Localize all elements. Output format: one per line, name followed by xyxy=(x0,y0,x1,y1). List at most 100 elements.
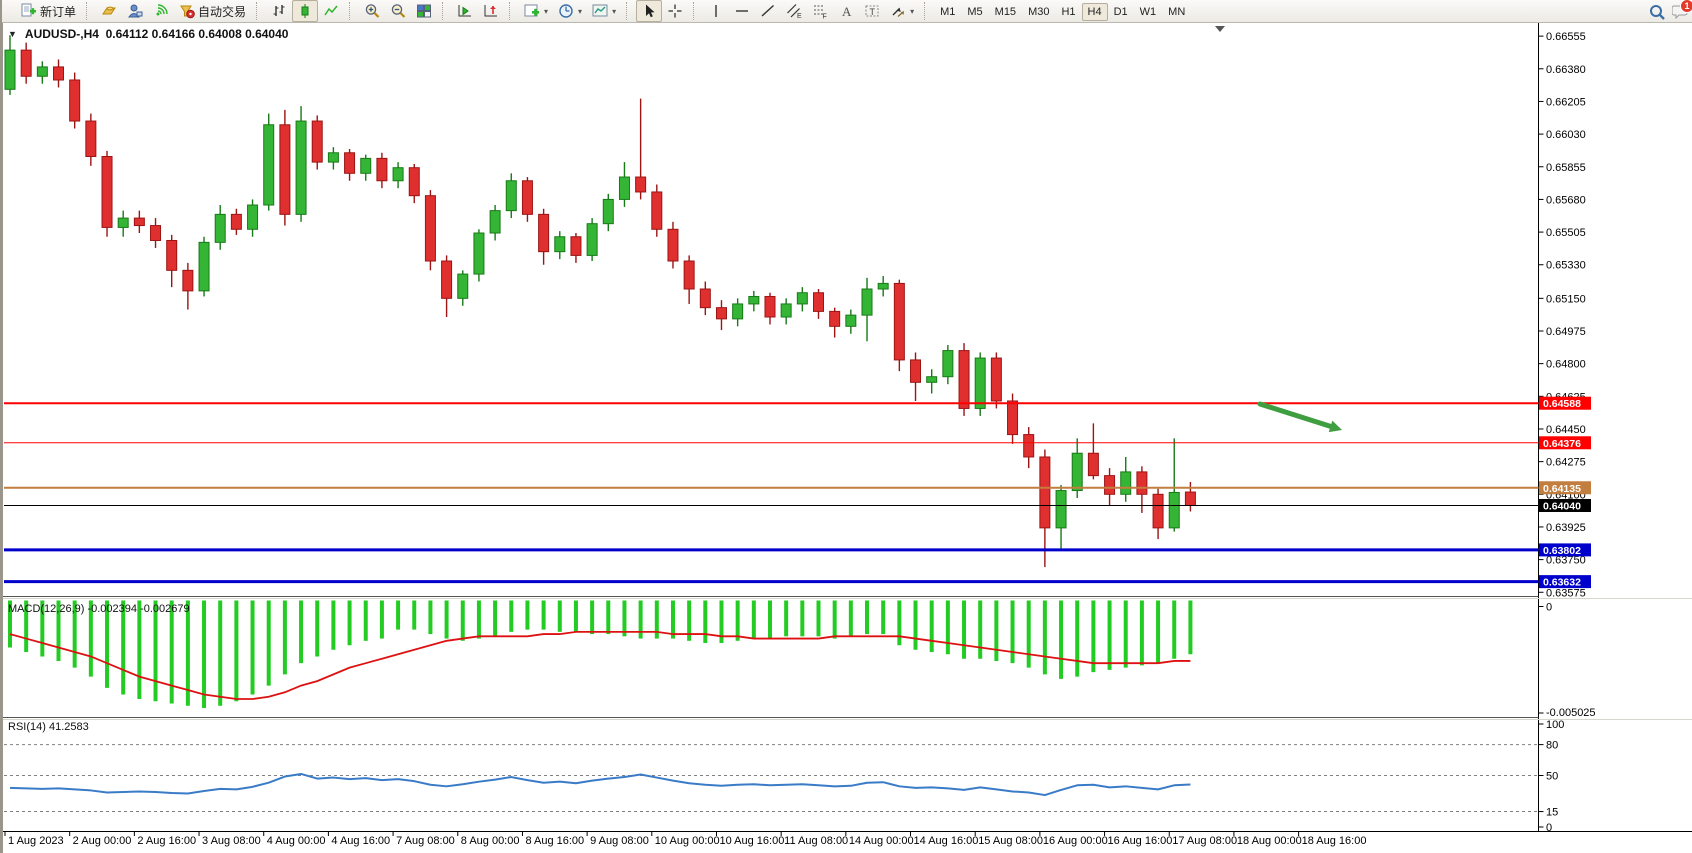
separator xyxy=(924,2,931,20)
search-icon[interactable] xyxy=(1648,3,1665,20)
equidistant-channel-button[interactable]: E xyxy=(781,0,807,22)
profile-button[interactable] xyxy=(122,0,148,22)
notification-badge: 1 xyxy=(1680,0,1692,13)
svg-text:15: 15 xyxy=(1546,807,1558,819)
auto-trading-button[interactable]: 自动交易 xyxy=(174,0,251,22)
svg-text:16 Aug 00:00: 16 Aug 00:00 xyxy=(1043,835,1108,847)
timeframe-M30[interactable]: M30 xyxy=(1028,6,1050,18)
cursor-button[interactable] xyxy=(636,0,663,22)
svg-text:18 Aug 00:00: 18 Aug 00:00 xyxy=(1237,835,1302,847)
gold-ingot-button[interactable] xyxy=(96,0,122,22)
svg-text:0.65855: 0.65855 xyxy=(1546,162,1586,174)
svg-text:50: 50 xyxy=(1546,771,1558,783)
collapse-icon[interactable]: ▼ xyxy=(8,29,17,39)
svg-text:0.66380: 0.66380 xyxy=(1546,64,1586,76)
indicators-button[interactable]: ▾ xyxy=(519,0,553,22)
zoom-in-button[interactable] xyxy=(359,0,385,22)
timeframe-MN[interactable]: MN xyxy=(1168,6,1186,18)
svg-text:T: T xyxy=(870,7,876,17)
timeframe-group: M1 M5 M15 M30 H1 H4 D1 W1 MN xyxy=(934,3,1191,21)
dropdown-caret[interactable]: ▾ xyxy=(544,6,549,16)
svg-text:0.63632: 0.63632 xyxy=(1543,577,1581,589)
trendline-button[interactable] xyxy=(755,0,781,22)
line-chart-icon xyxy=(323,3,339,19)
vertical-line-icon xyxy=(708,3,724,19)
svg-text:0.65680: 0.65680 xyxy=(1546,194,1586,206)
svg-text:0.64800: 0.64800 xyxy=(1546,359,1586,371)
bar-chart-icon xyxy=(271,3,287,19)
signal-button[interactable] xyxy=(148,0,174,22)
candlestick-chart-button[interactable] xyxy=(292,0,319,22)
svg-text:1 Aug 2023: 1 Aug 2023 xyxy=(8,835,64,847)
price-chart-canvas[interactable]: 0.66555 0.66380 0.66205 0.66030 0.65855 0.656… xyxy=(2,23,1692,853)
svg-text:2 Aug 00:00: 2 Aug 00:00 xyxy=(73,835,132,847)
svg-text:15 Aug 08:00: 15 Aug 08:00 xyxy=(978,835,1043,847)
auto-scroll-button[interactable] xyxy=(452,0,478,22)
gold-ingot-icon xyxy=(101,3,117,19)
svg-text:7 Aug 08:00: 7 Aug 08:00 xyxy=(396,835,455,847)
chart-symbol-title: AUDUSD-,H4 0.64112 0.64166 0.64008 0.640… xyxy=(24,27,289,41)
arrows-button[interactable]: ▾ xyxy=(885,0,919,22)
fibonacci-icon: F xyxy=(812,3,828,19)
bar-chart-button[interactable] xyxy=(266,0,292,22)
toolbar-right: 1 xyxy=(1648,0,1692,22)
separator xyxy=(509,2,516,20)
svg-text:0.63750: 0.63750 xyxy=(1546,555,1586,567)
timeframe-H1[interactable]: H1 xyxy=(1061,6,1076,18)
vertical-line-button[interactable] xyxy=(703,0,729,22)
crosshair-icon xyxy=(667,3,683,19)
crosshair-button[interactable] xyxy=(662,0,688,22)
svg-text:8 Aug 00:00: 8 Aug 00:00 xyxy=(461,835,520,847)
timeframe-M1[interactable]: M1 xyxy=(940,6,956,18)
svg-text:0: 0 xyxy=(1546,822,1552,834)
periods-button[interactable]: ▾ xyxy=(553,0,587,22)
svg-text:11 Aug 08:00: 11 Aug 08:00 xyxy=(784,835,848,847)
chart-window[interactable]: ▼ AUDUSD-,H4 0.64112 0.64166 0.64008 0.6… xyxy=(2,23,1692,853)
arrows-icon xyxy=(890,3,906,19)
macd-label: MACD(12,26,9) -0.002394 -0.002679 xyxy=(8,603,190,615)
svg-text:0.64135: 0.64135 xyxy=(1543,483,1581,495)
text-button[interactable]: A xyxy=(833,0,859,22)
zoom-out-button[interactable] xyxy=(385,0,411,22)
auto-trading-label: 自动交易 xyxy=(198,4,247,19)
template-icon xyxy=(592,3,608,19)
svg-text:0.66030: 0.66030 xyxy=(1546,129,1586,141)
svg-text:0: 0 xyxy=(1546,602,1552,614)
new-order-icon xyxy=(21,3,37,19)
timeframe-M15[interactable]: M15 xyxy=(994,6,1017,18)
svg-text:10 Aug 16:00: 10 Aug 16:00 xyxy=(719,835,784,847)
separator xyxy=(349,2,356,20)
timeframe-H4[interactable]: H4 xyxy=(1081,3,1108,21)
svg-text:A: A xyxy=(842,4,852,19)
svg-text:16 Aug 16:00: 16 Aug 16:00 xyxy=(1108,835,1173,847)
auto-trading-icon xyxy=(179,3,195,19)
svg-text:80: 80 xyxy=(1546,740,1558,752)
fibonacci-button[interactable]: F xyxy=(807,0,833,22)
dropdown-caret[interactable]: ▾ xyxy=(612,6,617,16)
timeframe-W1[interactable]: W1 xyxy=(1139,6,1157,18)
chart-title-bar: ▼ AUDUSD-,H4 0.64112 0.64166 0.64008 0.6… xyxy=(8,27,288,41)
timeframe-D1[interactable]: D1 xyxy=(1113,6,1128,18)
svg-text:0.63802: 0.63802 xyxy=(1543,545,1581,557)
comments-icon[interactable]: 1 xyxy=(1672,0,1692,19)
new-order-button[interactable]: 新订单 xyxy=(16,0,81,22)
svg-text:0.66205: 0.66205 xyxy=(1546,96,1586,108)
signal-icon xyxy=(153,3,169,19)
templates-button[interactable]: ▾ xyxy=(587,0,621,22)
dropdown-caret[interactable]: ▾ xyxy=(578,6,583,16)
svg-text:14 Aug 16:00: 14 Aug 16:00 xyxy=(914,835,979,847)
timeframe-M5[interactable]: M5 xyxy=(967,6,983,18)
svg-text:2 Aug 16:00: 2 Aug 16:00 xyxy=(137,835,196,847)
chart-shift-icon xyxy=(483,3,499,19)
text-label-button[interactable]: T xyxy=(859,0,885,22)
chart-shift-button[interactable] xyxy=(478,0,504,22)
line-chart-button[interactable] xyxy=(318,0,344,22)
svg-text:100: 100 xyxy=(1546,719,1564,731)
tile-windows-button[interactable] xyxy=(411,0,437,22)
profile-icon xyxy=(127,3,143,19)
dropdown-caret[interactable]: ▾ xyxy=(910,6,915,16)
horizontal-line-button[interactable] xyxy=(729,0,755,22)
svg-text:0.66555: 0.66555 xyxy=(1546,31,1586,43)
svg-text:0.64376: 0.64376 xyxy=(1543,438,1581,450)
svg-text:4 Aug 00:00: 4 Aug 00:00 xyxy=(267,835,326,847)
